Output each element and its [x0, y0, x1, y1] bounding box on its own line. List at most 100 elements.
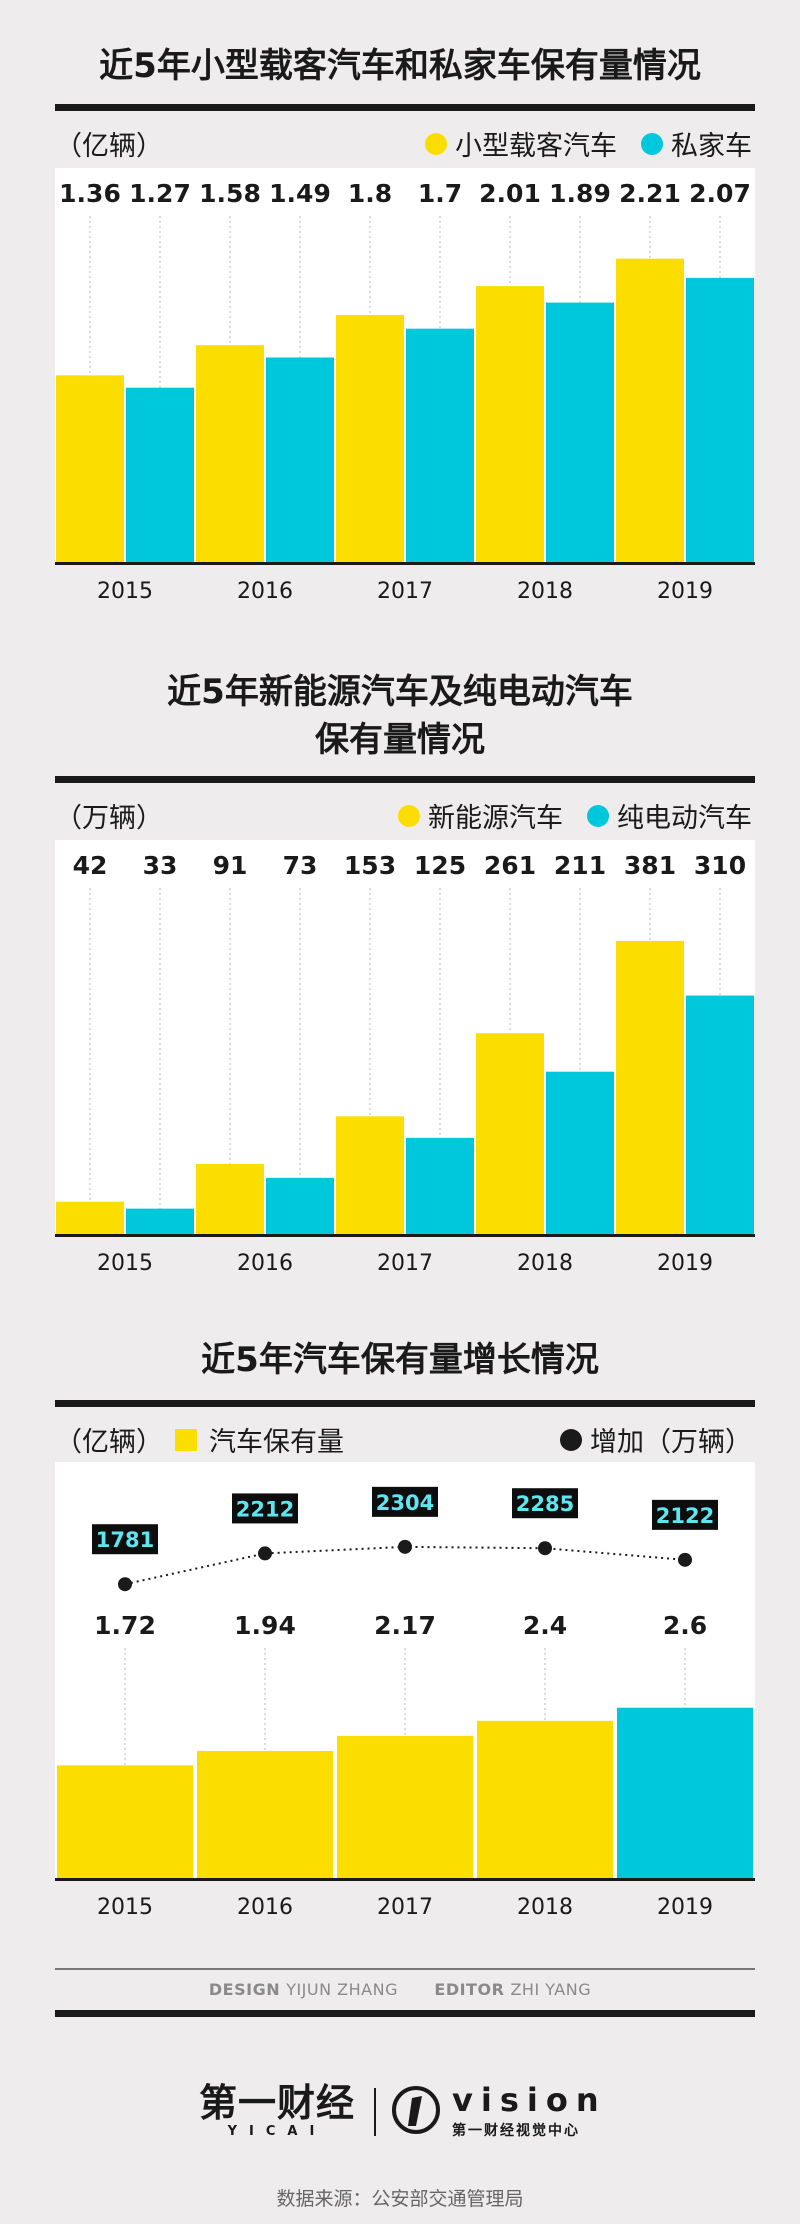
chart1-legend-label-0: 小型载客汽车	[455, 131, 617, 162]
bar-2015-0	[57, 1765, 193, 1878]
chart3-top-rule	[55, 1400, 755, 1407]
bar-2016-1	[266, 1177, 334, 1234]
black-dot-icon	[560, 1428, 582, 1451]
increase-label-box	[372, 1486, 438, 1517]
cyan-dot-icon	[641, 132, 663, 155]
increase-point-2019	[678, 1552, 692, 1567]
brand-divider	[374, 2088, 376, 2136]
data-label: 2.01	[479, 179, 541, 208]
increase-label-box	[512, 1488, 578, 1519]
bar-2018-0	[476, 286, 544, 562]
x-tick-label: 2015	[97, 1251, 153, 1276]
x-tick-label: 2018	[517, 1251, 573, 1276]
chart2-plot: 42 33 2015 91 73 2016 153 125 2017 261 211 2018 381 3…	[55, 840, 755, 1276]
bar-2019-1	[686, 277, 754, 562]
yellow-dot-icon	[425, 132, 447, 155]
data-label: 2.07	[689, 179, 751, 208]
chart2-legend: 新能源汽车 纯电动汽车	[384, 796, 752, 835]
bar-2015-0	[56, 375, 124, 562]
increase-point-2016	[258, 1546, 272, 1561]
x-tick-label: 2019	[657, 1895, 713, 1920]
x-tick-label: 2016	[237, 1251, 293, 1276]
chart1-legend-item-0: 小型载客汽车	[425, 124, 617, 163]
bar-2017-1	[406, 1137, 474, 1234]
yicai-logo-cn: 第一财经	[198, 2081, 355, 2125]
chart3-unit-legend: （亿辆） 汽车保有量	[55, 1420, 344, 1459]
chart3-legend-bar-label: 汽车保有量	[209, 1427, 344, 1458]
increase-label: 2212	[236, 1497, 294, 1521]
chart3-legend-item-line: 增加（万辆）	[560, 1420, 752, 1459]
bar-2016-0	[196, 345, 264, 562]
bar-2019-0	[616, 258, 684, 562]
bar-2018-1	[546, 302, 614, 562]
increase-label-box	[652, 1499, 718, 1530]
increase-point-2018	[538, 1541, 552, 1556]
bar-2018-0	[476, 1033, 544, 1234]
chart2-legend-label-0: 新能源汽车	[428, 803, 563, 834]
data-label: 1.8	[348, 179, 392, 208]
data-label: 1.72	[94, 1611, 156, 1640]
yicai-logo-en: YICAI	[227, 2124, 327, 2139]
editor-name: ZHI YANG	[510, 1980, 592, 1999]
data-label: 1.7	[418, 179, 462, 208]
increase-label: 2304	[376, 1491, 434, 1515]
increase-label: 2285	[516, 1492, 574, 1516]
chart2-unit: （万辆）	[55, 803, 163, 834]
data-label: 73	[283, 851, 318, 880]
chart2-legend-label-1: 纯电动汽车	[617, 803, 752, 834]
bar-2015-1	[126, 1208, 194, 1234]
chart1-title: 近5年小型载客汽车和私家车保有量情况	[99, 46, 701, 86]
bar-2019-0	[616, 940, 684, 1234]
chart3-title: 近5年汽车保有量增长情况	[201, 1340, 599, 1380]
data-label: 211	[554, 851, 606, 880]
x-tick-label: 2016	[237, 579, 293, 604]
bar-2017-0	[336, 1116, 404, 1234]
increase-point-2017	[398, 1539, 412, 1554]
chart1-legend-item-1: 私家车	[641, 124, 752, 163]
chart1-unit: （亿辆）	[55, 131, 163, 162]
data-label: 33	[143, 851, 178, 880]
x-tick-label: 2019	[657, 1251, 713, 1276]
data-label: 1.36	[59, 179, 121, 208]
x-axis-baseline	[55, 562, 755, 565]
bar-2017-0	[337, 1735, 473, 1878]
editor-label: EDITOR	[434, 1980, 505, 1999]
bar-2017-0	[336, 314, 404, 562]
data-label: 2.17	[374, 1611, 436, 1640]
chart1-legend-label-1: 私家车	[671, 131, 752, 162]
data-label: 1.49	[269, 179, 331, 208]
data-label: 261	[484, 851, 536, 880]
vision-mark-icon	[392, 2086, 440, 2134]
bar-2016-0	[197, 1750, 333, 1878]
bar-2019-0	[617, 1707, 753, 1878]
data-label: 125	[414, 851, 466, 880]
x-tick-label: 2018	[517, 1895, 573, 1920]
x-axis-baseline	[55, 1878, 755, 1881]
data-label: 2.4	[523, 1611, 567, 1640]
yicai-logo: 第一财经 YICAI	[192, 2082, 362, 2140]
design-name: YIJUN ZHANG	[286, 1980, 398, 1999]
data-label: 1.27	[129, 179, 191, 208]
chart2-title-line2: 保有量情况	[315, 720, 485, 760]
design-label: DESIGN	[208, 1980, 281, 1999]
chart1-plot: 1.36 1.27 2015 1.58 1.49 2016 1.8 1.7 2017 2.01 1.…	[55, 168, 755, 604]
chart3-legend-line: 增加（万辆）	[546, 1420, 752, 1459]
vision-logo-sub: 第一财经视觉中心	[452, 2123, 580, 2139]
chart1-legend: 小型载客汽车 私家车	[411, 124, 752, 163]
x-tick-label: 2015	[97, 1895, 153, 1920]
bar-2015-0	[56, 1201, 124, 1234]
footer-rule	[55, 2010, 755, 2017]
x-tick-label: 2016	[237, 1895, 293, 1920]
data-source: 数据来源：公安部交通管理局	[276, 2188, 524, 2210]
vision-logo-text: vision	[452, 2081, 607, 2119]
chart2-top-rule	[55, 776, 755, 783]
chart2-title-line1: 近5年新能源汽车及纯电动汽车	[167, 672, 633, 712]
chart2-legend-item-1: 纯电动汽车	[587, 796, 752, 835]
increase-label: 1781	[96, 1528, 154, 1552]
bar-2018-1	[546, 1071, 614, 1234]
data-label: 1.94	[234, 1611, 296, 1640]
data-label: 2.6	[663, 1611, 707, 1640]
data-label: 310	[694, 851, 746, 880]
bar-2016-0	[196, 1164, 264, 1234]
data-label: 1.58	[199, 179, 261, 208]
